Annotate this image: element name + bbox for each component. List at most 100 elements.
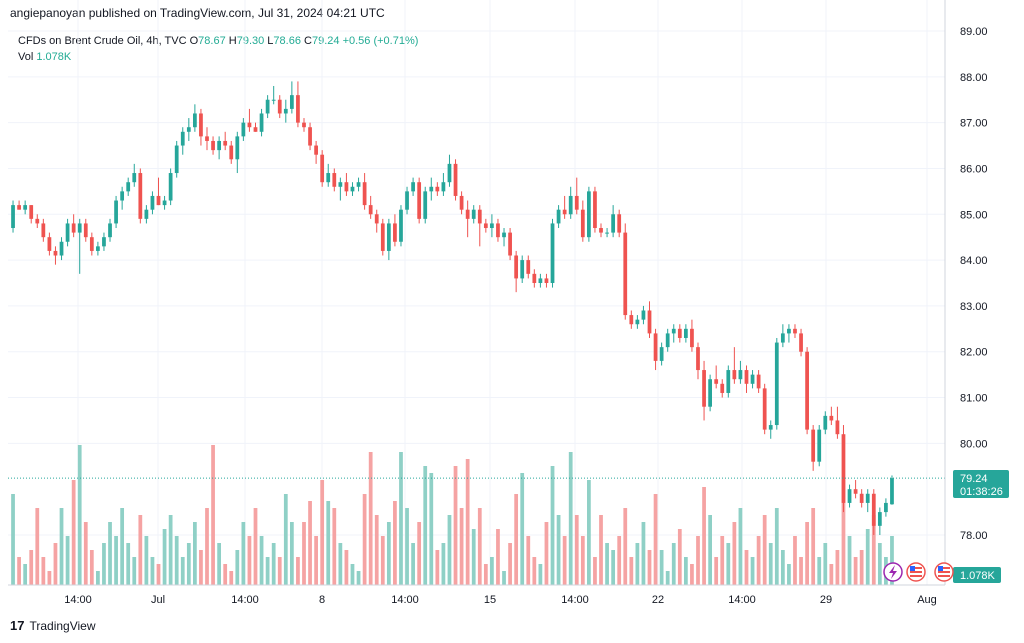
volume-bar (593, 557, 597, 585)
us-flag-event-icon[interactable] (906, 562, 926, 582)
volume-bar (835, 550, 840, 585)
x-tick-label: 22 (652, 594, 664, 606)
candle-body (205, 136, 209, 141)
volume-bar (599, 515, 603, 585)
volume-bar (441, 543, 446, 585)
y-tick-label: 81.00 (960, 393, 988, 405)
volume-bar (132, 557, 137, 585)
candle-body (41, 223, 46, 238)
candle-body (623, 232, 628, 316)
volume-bar (423, 466, 428, 585)
candle-body (193, 113, 197, 128)
volume-bar (611, 550, 616, 585)
volume-bars (11, 445, 894, 585)
volume-bar (374, 515, 379, 585)
volume-bar (890, 536, 894, 585)
x-tick-label: Jul (151, 594, 165, 606)
candle-body (720, 383, 725, 393)
candle-body (374, 214, 379, 224)
volume-bar (605, 543, 609, 585)
volume-tag-background (953, 567, 1001, 583)
lightning-icon[interactable] (883, 562, 903, 582)
tradingview-brand[interactable]: 17 TradingView (10, 618, 96, 633)
volume-bar (459, 508, 464, 585)
candle-body (441, 182, 446, 192)
volume-bar (417, 522, 422, 585)
volume-bar (314, 536, 318, 585)
volume-bar (29, 550, 34, 585)
legend-open: 78.67 (198, 35, 226, 47)
y-tick-label: 78.00 (960, 530, 988, 542)
volume-bar (805, 522, 809, 585)
volume-bar (65, 536, 70, 585)
candle-body (726, 370, 731, 393)
volume-bar (483, 564, 488, 585)
volume-bar (393, 501, 397, 585)
candle-body (647, 310, 652, 334)
volume-bar (47, 571, 52, 585)
candle-body (490, 223, 494, 229)
candle-body (562, 209, 567, 215)
candle-body (114, 200, 118, 224)
volume-bar (696, 536, 700, 585)
volume-bar (320, 480, 325, 585)
volume-bar (823, 543, 828, 585)
volume-bar (465, 459, 470, 585)
volume-bar (617, 536, 622, 585)
volume-bar (217, 543, 222, 585)
volume-bar (453, 466, 458, 585)
candlesticks (11, 81, 894, 535)
legend-ohlc-row: CFDs on Brent Crude Oil, 4h, TVC O78.67 … (18, 33, 418, 49)
candle-body (514, 255, 519, 279)
volume-bar (174, 536, 179, 585)
volume-bar (344, 550, 349, 585)
volume-bar (768, 543, 773, 585)
candle-body (229, 145, 234, 160)
volume-bar (114, 536, 118, 585)
candle-body (568, 195, 573, 215)
volume-bar (496, 529, 500, 585)
volume-bar (271, 543, 276, 585)
volume-bar (756, 536, 761, 585)
candle-body (308, 127, 312, 146)
candle-body (829, 415, 834, 421)
brand-name: TradingView (29, 618, 96, 633)
x-tick-label: 14:00 (561, 594, 589, 606)
candle-body (544, 278, 549, 283)
volume-bar (659, 550, 664, 585)
volume-bar (556, 515, 561, 585)
volume-bar (726, 543, 731, 585)
candle-body (859, 493, 864, 503)
candle-body (447, 163, 452, 183)
y-axis: 89.00 88.00 87.00 86.00 85.00 84.00 83.00 82.00… (960, 26, 988, 542)
candle-body (787, 328, 791, 334)
candle-body (120, 191, 125, 201)
candle-body (271, 99, 276, 101)
volume-bar (641, 522, 646, 585)
candle-body (338, 182, 343, 187)
candle-body (605, 232, 609, 234)
candle-body (817, 429, 822, 462)
volume-bar (41, 557, 46, 585)
us-flag-event-icon-2[interactable] (934, 562, 954, 582)
candle-body (580, 209, 585, 238)
candle-body (853, 489, 858, 494)
volume-bar (283, 494, 288, 585)
volume-bar (326, 501, 331, 585)
volume-bar (550, 466, 555, 585)
legend-symbol: CFDs on Brent Crude Oil, 4h, TVC (18, 35, 187, 47)
volume-bar (708, 515, 712, 585)
candle-body (393, 223, 397, 242)
tradingview-logo-icon: 17 (10, 618, 25, 633)
volume-bar (120, 508, 125, 585)
candle-body (805, 351, 809, 430)
volume-tag: 1.078K (953, 567, 1001, 583)
candle-body (871, 493, 876, 526)
candle-body (629, 315, 634, 325)
candle-body (617, 214, 622, 233)
candle-body (774, 342, 779, 426)
volume-bar (235, 550, 240, 585)
volume-bar (356, 571, 361, 585)
candle-body (17, 205, 21, 210)
